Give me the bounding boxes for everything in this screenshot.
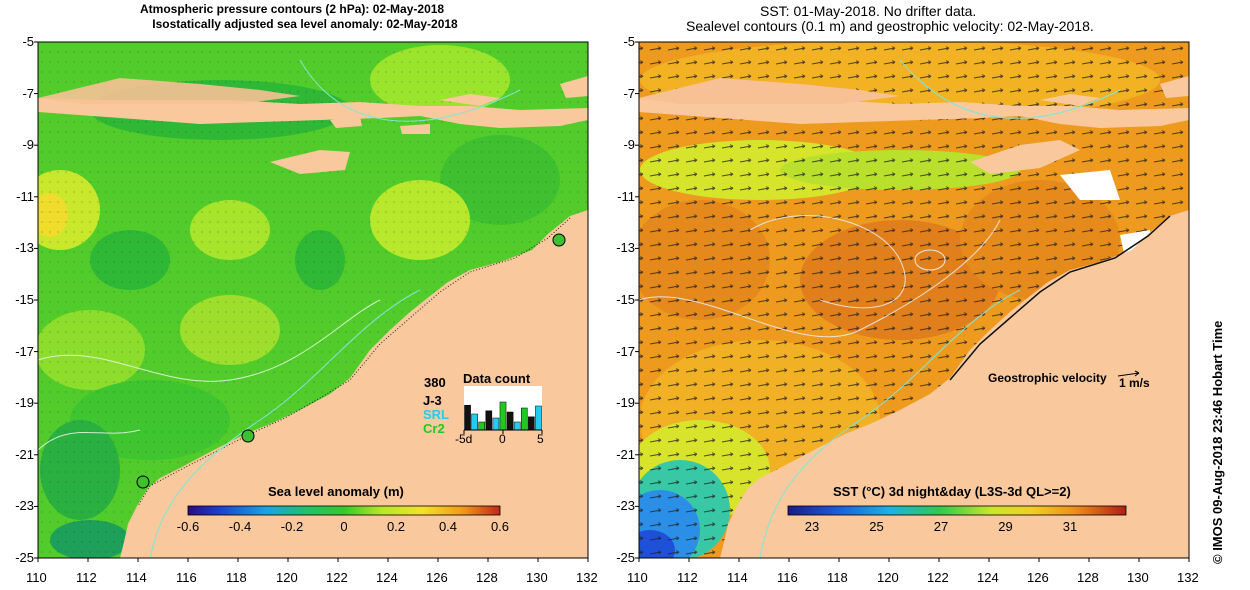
right-x-tick-label: 120 bbox=[877, 570, 899, 585]
data-count-bar bbox=[492, 417, 500, 431]
data-count-bar bbox=[528, 416, 535, 431]
data-count-bar bbox=[506, 411, 514, 431]
left-x-tick-label: 120 bbox=[276, 570, 298, 585]
sst-colorbar bbox=[787, 505, 1127, 516]
right-y-tick-label: -17 bbox=[616, 343, 635, 359]
right-y-tick-label: -15 bbox=[616, 292, 635, 307]
left-x-tick-label: 126 bbox=[426, 570, 448, 585]
sla-colorbar-tick: -0.6 bbox=[176, 519, 200, 534]
data-count-bar bbox=[535, 405, 542, 431]
data-count-tick-0: 0 bbox=[499, 432, 506, 446]
left-x-tick-label: 124 bbox=[376, 570, 398, 585]
left-title-line2: Isostatically adjusted sea level anomaly… bbox=[152, 17, 458, 31]
right-y-tick-label: -11 bbox=[617, 188, 635, 204]
sla-colorbar-tick: -0.2 bbox=[280, 519, 304, 534]
data-count-tick-neg5: -5d bbox=[455, 432, 473, 446]
data-count-sat-cr2: Cr2 bbox=[423, 421, 445, 436]
right-x-tick-label: 124 bbox=[977, 570, 999, 585]
sst-colorbar-tick: 25 bbox=[869, 519, 884, 534]
right-x-tick-label: 128 bbox=[1077, 570, 1099, 585]
left-title-line1: Atmospheric pressure contours (2 hPa): 0… bbox=[140, 2, 445, 16]
imos-credit: © IMOS 09-Aug-2018 23:46 Hobart Time bbox=[1210, 320, 1225, 564]
right-x-tick-label: 114 bbox=[727, 570, 748, 585]
data-count-bar bbox=[478, 421, 486, 431]
right-title-line1: SST: 01-May-2018. No drifter data. bbox=[760, 3, 977, 19]
right-x-tick-label: 110 bbox=[627, 570, 648, 585]
sst-colorbar-tick: 27 bbox=[933, 519, 949, 534]
sst-colorbar-label: SST (°C) 3d night&day (L3S-3d QL>=2) bbox=[833, 484, 1071, 499]
right-y-tick-label: -13 bbox=[616, 240, 635, 256]
sst-colorbar-tick: 23 bbox=[804, 519, 820, 534]
data-count-chart bbox=[463, 386, 543, 434]
left-y-tick-label: -25 bbox=[15, 550, 34, 565]
left-y-tick-label: -7 bbox=[22, 85, 34, 101]
left-x-tick-label: 132 bbox=[576, 570, 598, 585]
left-y-tick-label: -23 bbox=[15, 498, 34, 514]
left-y-tick-label: -13 bbox=[15, 240, 34, 256]
left-y-tick-label: -9 bbox=[22, 137, 34, 153]
right-y-tick-label: -9 bbox=[623, 137, 635, 153]
left-y-tick-label: -19 bbox=[15, 395, 34, 411]
left-x-tick-label: 116 bbox=[176, 570, 197, 585]
left-y-tick-label: -15 bbox=[15, 292, 34, 307]
left-x-tick-label: 130 bbox=[526, 570, 548, 585]
left-y-tick-label: -11 bbox=[16, 188, 34, 204]
right-y-tick-label: -25 bbox=[616, 550, 635, 565]
data-count-sat-srl: SRL bbox=[423, 407, 449, 422]
velocity-scale-arrow bbox=[1117, 370, 1140, 377]
data-count-bar bbox=[471, 413, 478, 431]
data-count-bar bbox=[464, 404, 471, 431]
sst-colorbar-tick: 31 bbox=[1062, 519, 1078, 534]
sst-colorbar-tick: 29 bbox=[998, 519, 1013, 534]
data-count-sat-j3: J-3 bbox=[423, 393, 442, 408]
data-count-bar bbox=[485, 410, 493, 431]
sst-map bbox=[639, 42, 1189, 558]
data-count-bar bbox=[520, 407, 528, 431]
data-count-max: 380 bbox=[424, 375, 446, 390]
left-y-tick-label: -17 bbox=[15, 343, 34, 359]
left-x-tick-label: 122 bbox=[326, 570, 348, 585]
right-x-tick-label: 132 bbox=[1177, 570, 1199, 585]
sla-colorbar bbox=[187, 505, 501, 516]
data-count-tick-5: 5 bbox=[537, 432, 544, 446]
data-count-bar bbox=[513, 421, 521, 431]
right-x-tick-label: 122 bbox=[927, 570, 949, 585]
sla-colorbar-label: Sea level anomaly (m) bbox=[268, 484, 404, 499]
sla-colorbar-tick: -0.4 bbox=[228, 519, 252, 534]
left-x-tick-label: 118 bbox=[226, 570, 247, 585]
sla-colorbar-tick: 0.2 bbox=[386, 519, 406, 534]
right-y-tick-label: -5 bbox=[623, 34, 635, 49]
right-x-tick-label: 116 bbox=[777, 570, 798, 585]
sea-level-anomaly-map bbox=[38, 42, 588, 558]
left-x-tick-label: 128 bbox=[476, 570, 498, 585]
right-x-tick-label: 118 bbox=[827, 570, 848, 585]
right-y-tick-label: -21 bbox=[616, 446, 635, 462]
sla-colorbar-tick: 0.4 bbox=[438, 519, 458, 534]
right-y-tick-label: -19 bbox=[616, 395, 635, 411]
sla-colorbar-tick: 0.6 bbox=[490, 519, 510, 534]
right-title-line2: Sealevel contours (0.1 m) and geostrophi… bbox=[686, 18, 1094, 34]
velocity-scale-label: 1 m/s bbox=[1119, 376, 1150, 390]
left-y-tick-label: -5 bbox=[22, 34, 34, 49]
data-count-bar bbox=[499, 401, 507, 431]
right-x-tick-label: 130 bbox=[1127, 570, 1149, 585]
right-y-tick-label: -7 bbox=[623, 85, 635, 101]
left-x-tick-label: 114 bbox=[126, 570, 147, 585]
left-x-tick-label: 112 bbox=[76, 570, 97, 585]
right-x-tick-label: 126 bbox=[1027, 570, 1049, 585]
velocity-label: Geostrophic velocity bbox=[988, 371, 1107, 385]
left-x-tick-label: 110 bbox=[26, 570, 47, 585]
right-x-tick-label: 112 bbox=[677, 570, 698, 585]
right-y-tick-label: -23 bbox=[616, 498, 635, 514]
sla-colorbar-tick: 0 bbox=[340, 519, 348, 534]
data-count-title: Data count bbox=[463, 371, 531, 386]
left-y-tick-label: -21 bbox=[15, 446, 34, 462]
